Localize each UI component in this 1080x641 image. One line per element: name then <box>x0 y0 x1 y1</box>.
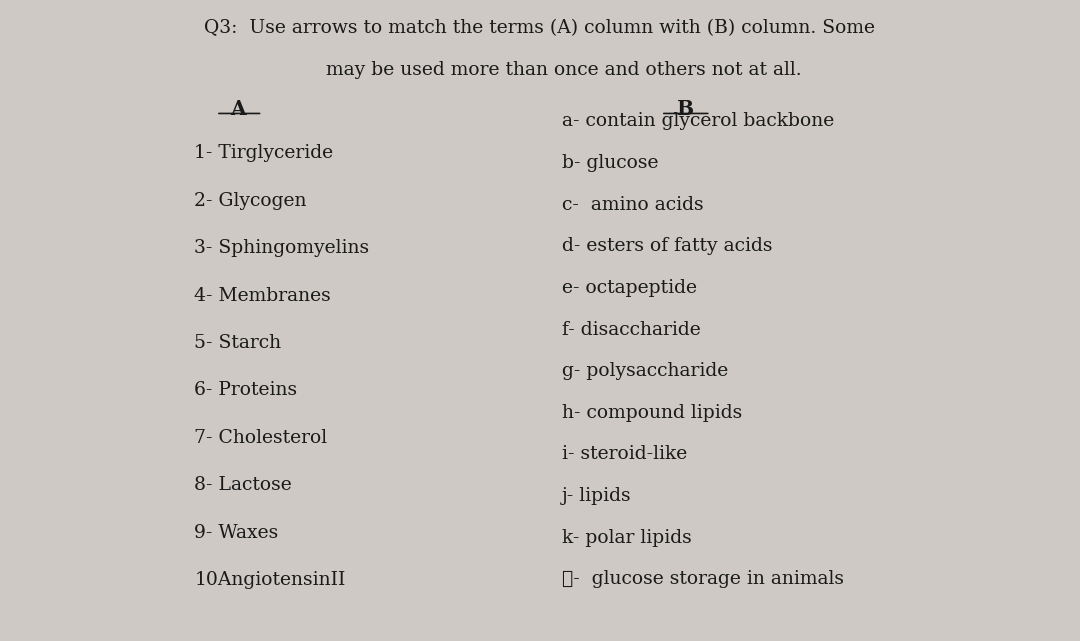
Text: b- glucose: b- glucose <box>562 154 658 172</box>
Text: Q3:  Use arrows to match the terms (A) column with (B) column. Some: Q3: Use arrows to match the terms (A) co… <box>204 19 876 37</box>
Text: may be used more than once and others not at all.: may be used more than once and others no… <box>279 61 801 79</box>
Text: 1- Tirglyceride: 1- Tirglyceride <box>194 144 334 162</box>
Text: k- polar lipids: k- polar lipids <box>562 529 691 547</box>
Text: 9- Waxes: 9- Waxes <box>194 524 279 542</box>
Text: a- contain glycerol backbone: a- contain glycerol backbone <box>562 112 834 130</box>
Text: 7- Cholesterol: 7- Cholesterol <box>194 429 327 447</box>
Text: 5- Starch: 5- Starch <box>194 334 282 352</box>
Text: i- steroid-like: i- steroid-like <box>562 445 687 463</box>
Text: A: A <box>230 99 245 119</box>
Text: B: B <box>677 99 694 119</box>
Text: 10AngiotensinII: 10AngiotensinII <box>194 571 346 589</box>
Text: f- disaccharide: f- disaccharide <box>562 320 700 338</box>
Text: j- lipids: j- lipids <box>562 487 631 505</box>
Text: c-  amino acids: c- amino acids <box>562 196 703 213</box>
Text: h- compound lipids: h- compound lipids <box>562 404 742 422</box>
Text: ℓ-  glucose storage in animals: ℓ- glucose storage in animals <box>562 570 843 588</box>
Text: d- esters of fatty acids: d- esters of fatty acids <box>562 237 772 255</box>
Text: 8- Lactose: 8- Lactose <box>194 476 293 494</box>
Text: 3- Sphingomyelins: 3- Sphingomyelins <box>194 239 369 257</box>
Text: g- polysaccharide: g- polysaccharide <box>562 362 728 380</box>
Text: 2- Glycogen: 2- Glycogen <box>194 192 307 210</box>
Text: 6- Proteins: 6- Proteins <box>194 381 297 399</box>
Text: e- octapeptide: e- octapeptide <box>562 279 697 297</box>
Text: 4- Membranes: 4- Membranes <box>194 287 332 304</box>
